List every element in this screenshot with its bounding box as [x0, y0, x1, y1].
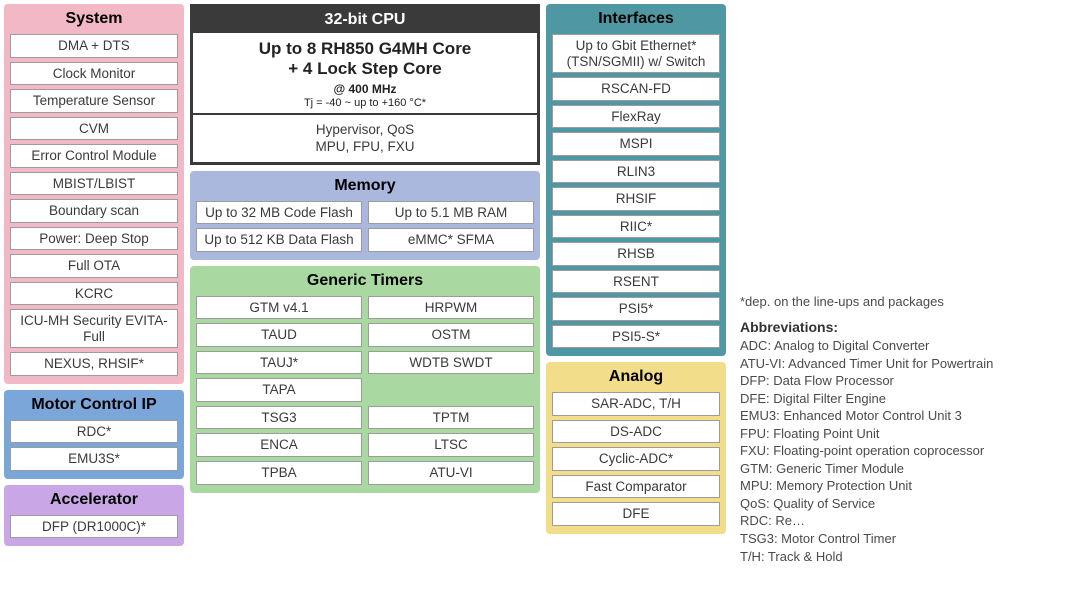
timers-panel: Generic Timers GTM v4.1HRPWMTAUDOSTMTAUJ… [190, 266, 540, 493]
cell: Cyclic-ADC* [552, 447, 720, 471]
cell: Temperature Sensor [10, 89, 178, 113]
cell: eMMC* SFMA [368, 228, 534, 252]
abbreviation-line: QoS: Quality of Service [740, 495, 1076, 513]
cell: DFE [552, 502, 720, 526]
cpu-body: Up to 8 RH850 G4MH Core + 4 Lock Step Co… [193, 33, 537, 113]
cell: PSI5* [552, 297, 720, 321]
abbreviation-line: GTM: Generic Timer Module [740, 460, 1076, 478]
cell: GTM v4.1 [196, 296, 362, 320]
abbreviation-line: RDC: Re… [740, 512, 1076, 530]
cell: MSPI [552, 132, 720, 156]
cpu-header: 32-bit CPU [193, 7, 537, 33]
abbreviation-line: TSG3: Motor Control Timer [740, 530, 1076, 548]
memory-title: Memory [196, 177, 534, 195]
cell: RSCAN-FD [552, 77, 720, 101]
motor-panel: Motor Control IP RDC* EMU3S* [4, 390, 184, 479]
interfaces-title: Interfaces [552, 10, 720, 28]
cell: TPBA [196, 461, 362, 485]
cell: TPTM [368, 406, 534, 430]
cell: ICU-MH Security EVITA-Full [10, 309, 178, 348]
cell: Power: Deep Stop [10, 227, 178, 251]
cell: Fast Comparator [552, 475, 720, 499]
cell: MBIST/LBIST [10, 172, 178, 196]
cell: EMU3S* [10, 447, 178, 471]
cell: DMA + DTS [10, 34, 178, 58]
cell: WDTB SWDT [368, 351, 534, 375]
cell: RSENT [552, 270, 720, 294]
system-panel: System DMA + DTS Clock Monitor Temperature… [4, 4, 184, 384]
cpu-footer: Hypervisor, QoS MPU, FPU, FXU [193, 113, 537, 162]
cell: RLIN3 [552, 160, 720, 184]
abbreviation-line: EMU3: Enhanced Motor Control Unit 3 [740, 407, 1076, 425]
accelerator-panel: Accelerator DFP (DR1000C)* [4, 485, 184, 547]
analog-title: Analog [552, 368, 720, 386]
notes-dependency: *dep. on the line-ups and packages [740, 294, 1076, 309]
abbreviation-line: DFP: Data Flow Processor [740, 372, 1076, 390]
cell: FlexRay [552, 105, 720, 129]
cpu-foot2: MPU, FPU, FXU [199, 138, 531, 156]
cell: RDC* [10, 420, 178, 444]
cell: PSI5-S* [552, 325, 720, 349]
cell: Up to Gbit Ethernet* (TSN/SGMII) w/ Swit… [552, 34, 720, 73]
cell: LTSC [368, 433, 534, 457]
cpu-block: 32-bit CPU Up to 8 RH850 G4MH Core + 4 L… [190, 4, 540, 165]
cell: Error Control Module [10, 144, 178, 168]
notes-column: *dep. on the line-ups and packages Abbre… [732, 4, 1076, 598]
cell: Up to 512 KB Data Flash [196, 228, 362, 252]
cell: RIIC* [552, 215, 720, 239]
cell: KCRC [10, 282, 178, 306]
cell: TAUD [196, 323, 362, 347]
timers-title: Generic Timers [196, 272, 534, 290]
abbreviation-line: DFE: Digital Filter Engine [740, 390, 1076, 408]
abbreviation-line: FXU: Floating-point operation coprocesso… [740, 442, 1076, 460]
cell: ATU-VI [368, 461, 534, 485]
cell: TAUJ* [196, 351, 362, 375]
cell: CVM [10, 117, 178, 141]
cell: TSG3 [196, 406, 362, 430]
cell: RHSIF [552, 187, 720, 211]
cell: RHSB [552, 242, 720, 266]
motor-title: Motor Control IP [10, 396, 178, 414]
abbreviations-header: Abbreviations: [740, 319, 1076, 335]
cell: Full OTA [10, 254, 178, 278]
cell: NEXUS, RHSIF* [10, 352, 178, 376]
abbreviation-line: ADC: Analog to Digital Converter [740, 337, 1076, 355]
analog-panel: Analog SAR-ADC, T/H DS-ADC Cyclic-ADC* Fast… [546, 362, 726, 534]
cell: TAPA [196, 378, 362, 402]
cell: Boundary scan [10, 199, 178, 223]
system-title: System [10, 10, 178, 28]
cell: DFP (DR1000C)* [10, 515, 178, 539]
accelerator-title: Accelerator [10, 491, 178, 509]
cell: HRPWM [368, 296, 534, 320]
cpu-temp: Tj = -40 ~ up to +160 °C* [197, 97, 533, 109]
abbreviation-line: FPU: Floating Point Unit [740, 425, 1076, 443]
cpu-freq: @ 400 MHz [197, 82, 533, 96]
cell: Up to 32 MB Code Flash [196, 201, 362, 225]
cpu-core-line2: + 4 Lock Step Core [197, 59, 533, 79]
cell: SAR-ADC, T/H [552, 392, 720, 416]
cpu-foot1: Hypervisor, QoS [199, 121, 531, 139]
cell: Up to 5.1 MB RAM [368, 201, 534, 225]
abbreviation-line: T/H: Track & Hold [740, 548, 1076, 566]
cell: OSTM [368, 323, 534, 347]
interfaces-panel: Interfaces Up to Gbit Ethernet* (TSN/SGM… [546, 4, 726, 356]
cpu-core-line1: Up to 8 RH850 G4MH Core [197, 39, 533, 59]
abbreviation-line: MPU: Memory Protection Unit [740, 477, 1076, 495]
cell: ENCA [196, 433, 362, 457]
abbreviation-line: ATU-VI: Advanced Timer Unit for Powertra… [740, 355, 1076, 373]
memory-panel: Memory Up to 32 MB Code FlashUp to 5.1 M… [190, 171, 540, 260]
cell: DS-ADC [552, 420, 720, 444]
cell: Clock Monitor [10, 62, 178, 86]
